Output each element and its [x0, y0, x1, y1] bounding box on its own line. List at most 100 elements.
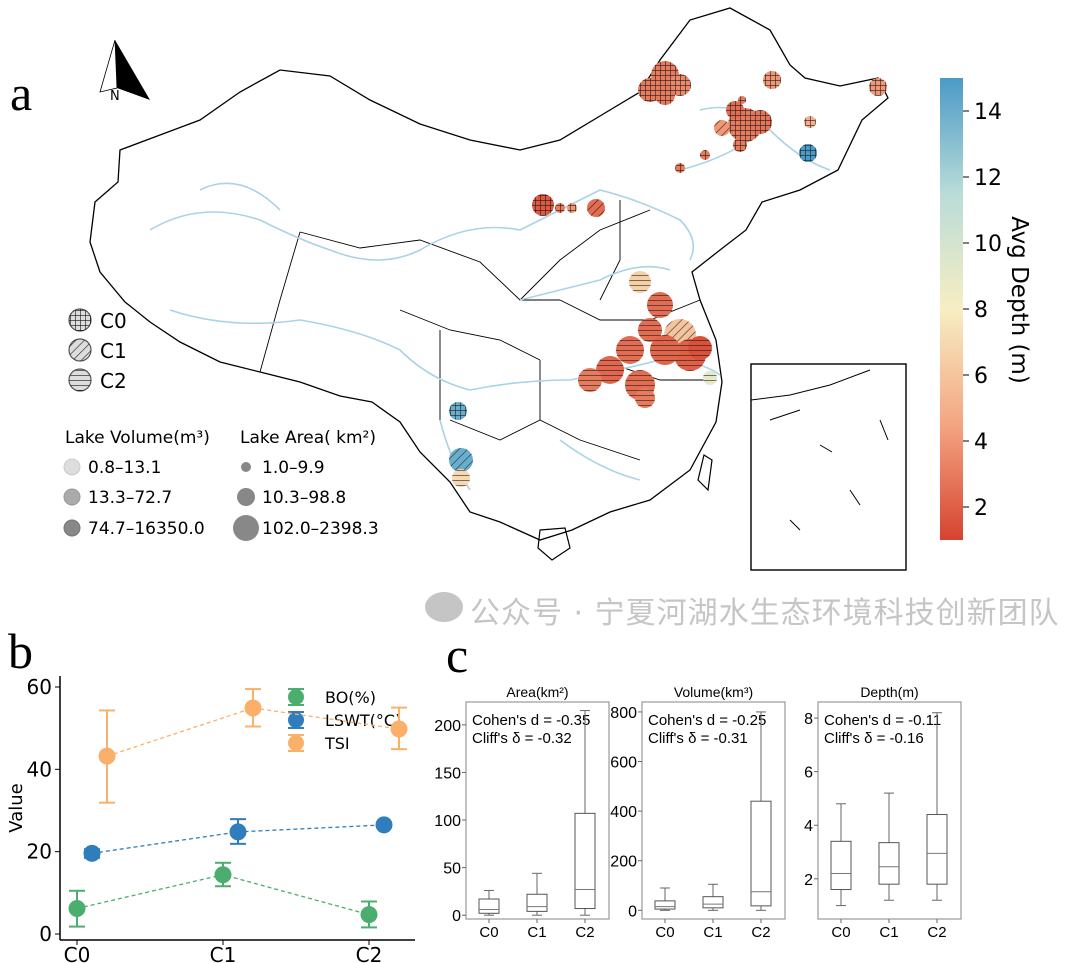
box-c0	[478, 889, 500, 916]
effect-size-annotation: Cliff's δ = -0.16	[824, 730, 924, 747]
y-tick-label: 150	[434, 765, 461, 782]
y-tick-label: 8	[804, 711, 813, 728]
panel-label-b: b	[8, 623, 33, 679]
area-legend-title: Lake Area( km²)	[240, 428, 376, 448]
effect-size-annotation: Cohen's d = -0.25	[648, 712, 766, 729]
box-c1	[878, 792, 900, 901]
data-point	[83, 844, 101, 862]
x-tick-label: C1	[210, 943, 237, 963]
legend-marker	[288, 735, 304, 751]
volume-legend-item: 0.8–13.1	[88, 458, 161, 478]
colorbar-tick-label: 12	[974, 166, 1002, 191]
taiwan-island	[697, 454, 713, 492]
panel-label-c: c	[446, 627, 469, 683]
cluster-legend-label: C0	[100, 309, 127, 333]
y-tick-label: 20	[27, 840, 52, 864]
box-plot-title: Area(km²)	[506, 684, 568, 700]
data-point	[229, 823, 247, 841]
colorbar-tick-label: 6	[974, 364, 988, 389]
diagonal-pattern-icon	[69, 339, 91, 361]
cluster-legend-label: C2	[100, 369, 127, 393]
x-tick-label: C2	[751, 924, 770, 941]
area-legend-item: 10.3–98.8	[262, 488, 346, 508]
china-outline	[89, 7, 889, 541]
volume-legend-item: 74.7–16350.0	[88, 519, 205, 539]
effect-size-annotation: Cohen's d = -0.11	[824, 712, 941, 729]
effect-size-annotation: Cliff's δ = -0.32	[472, 730, 572, 747]
x-tick-label: C2	[575, 924, 594, 941]
box-plot-title: Depth(m)	[860, 684, 918, 700]
colorbar-label: Avg Depth (m)	[1006, 216, 1032, 384]
china-lake-map: N C0 C1 C2 Lake Volume(m³) Lake Area( km²)…	[63, 7, 1032, 571]
data-point	[68, 899, 86, 917]
box-c1	[702, 883, 724, 911]
legend-label: LSWT(°C)	[325, 711, 401, 730]
data-point	[360, 906, 378, 924]
size-legend: Lake Volume(m³) Lake Area( km²) 0.8–13.1…	[63, 428, 379, 541]
lake-markers	[449, 61, 887, 487]
y-tick-label: 600	[610, 755, 637, 772]
colorbar-tick-label: 14	[974, 100, 1002, 125]
north-label: N	[110, 89, 120, 104]
y-axis-label: Value	[6, 783, 27, 832]
y-tick-label: 200	[434, 718, 461, 735]
cluster-legend: C0 C1 C2	[68, 308, 127, 393]
y-tick-label: 40	[27, 757, 52, 781]
x-tick-label: C1	[703, 924, 722, 941]
y-tick-label: 100	[434, 813, 461, 830]
data-point	[214, 866, 232, 884]
data-point	[244, 699, 262, 717]
colorbar-tick-label: 10	[974, 232, 1002, 257]
box-c2	[750, 711, 772, 911]
colorbar-tick-label: 2	[974, 496, 988, 521]
y-tick-label: 0	[628, 903, 637, 920]
box-c1	[526, 872, 548, 916]
data-point	[98, 747, 116, 765]
area-legend-item: 102.0–2398.3	[262, 519, 379, 539]
effect-size-annotation: Cohen's d = -0.35	[472, 712, 590, 729]
x-tick-label: C0	[479, 924, 498, 941]
box-c2	[926, 712, 948, 901]
y-tick-label: 2	[804, 872, 813, 889]
x-tick-label: C1	[527, 924, 546, 941]
x-tick-label: C0	[655, 924, 674, 941]
data-point	[375, 816, 393, 834]
volume-legend-item: 13.3–72.7	[88, 488, 172, 508]
colorbar: 2 4 6 8 10 12 14 Avg Depth (m)	[940, 78, 1032, 540]
box-plot-title: Volume(km³)	[674, 684, 753, 700]
x-tick-label: C1	[879, 924, 898, 941]
horizontal-pattern-icon	[69, 369, 91, 391]
y-tick-label: 50	[443, 861, 461, 878]
legend-marker	[288, 689, 304, 705]
legend-label: TSI	[324, 734, 350, 753]
y-tick-label: 6	[804, 765, 813, 782]
x-tick-label: C2	[927, 924, 946, 941]
y-tick-label: 4	[804, 818, 813, 835]
legend-label: BO(%)	[325, 688, 376, 707]
province-lines	[259, 200, 716, 461]
cluster-legend-label: C1	[100, 339, 127, 363]
y-tick-label: 400	[610, 804, 637, 821]
y-tick-label: 0	[39, 922, 52, 946]
north-arrow-icon: N	[99, 39, 150, 104]
x-tick-label: C2	[356, 943, 383, 963]
y-tick-label: 200	[610, 854, 637, 871]
colorbar-tick-label: 4	[974, 430, 988, 455]
y-tick-label: 0	[452, 908, 461, 925]
grid-pattern-icon	[69, 309, 91, 331]
panel-b-line-chart: 0 20 40 60 C0 C1 C2 Value BO(%) LSWT(°C) TSI	[6, 675, 415, 963]
panel-label-a: a	[10, 65, 33, 121]
legend-marker	[288, 712, 304, 728]
effect-size-annotation: Cliff's δ = -0.31	[648, 730, 748, 747]
box-c0	[654, 887, 676, 911]
inset-south-china-sea	[750, 363, 907, 571]
watermark: 公众号 · 宁夏河湖水生态环境科技创新团队	[470, 596, 1060, 631]
y-tick-label: 60	[27, 675, 52, 699]
area-legend-item: 1.0–9.9	[262, 458, 325, 478]
data-point	[390, 720, 408, 738]
box-c2	[574, 710, 596, 916]
box-c0	[830, 803, 852, 907]
